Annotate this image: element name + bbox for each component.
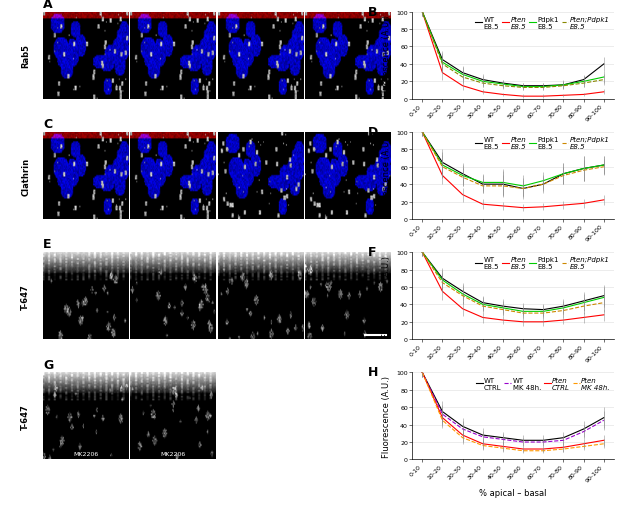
Text: MK2206: MK2206 [160,451,186,456]
Y-axis label: Fluorescence (A.U.): Fluorescence (A.U.) [382,375,391,457]
Legend: WT
E8.5, Pten
E8.5, Pdpk1
E8.5, Pten;Pdpk1
E8.5: WT E8.5, Pten E8.5, Pdpk1 E8.5, Pten;Pdp… [474,16,610,31]
X-axis label: % apical – basal: % apical – basal [479,488,547,497]
Text: B: B [368,6,377,19]
Text: C: C [43,118,52,131]
Text: E: E [43,238,52,251]
Text: A: A [43,0,53,11]
Text: D: D [368,126,378,139]
Text: F: F [368,245,376,259]
Text: G: G [43,358,54,371]
Y-axis label: Fluorescence (A.U.): Fluorescence (A.U.) [382,135,391,217]
Y-axis label: T-647: T-647 [22,283,30,309]
Y-axis label: T-647: T-647 [22,403,30,429]
Text: MK2206: MK2206 [73,451,99,456]
Y-axis label: Fluorescence (A.U.): Fluorescence (A.U.) [382,255,391,337]
Legend: WT
E8.5, Pten
E8.5, Pdpk1
E8.5, Pten;Pdpk1
E8.5: WT E8.5, Pten E8.5, Pdpk1 E8.5, Pten;Pdp… [474,256,610,271]
Y-axis label: Fluorescence (A.U.): Fluorescence (A.U.) [382,15,391,97]
Y-axis label: Clathrin: Clathrin [22,157,30,195]
Legend: WT
CTRL, WT
MK 48h., Pten
CTRL, Pten
MK 48h.: WT CTRL, WT MK 48h., Pten CTRL, Pten MK … [475,376,610,390]
Y-axis label: Rab5: Rab5 [22,44,30,68]
Text: H: H [368,366,378,379]
Legend: WT
E8.5, Pten
E8.5, Pdpk1
E8.5, Pten;Pdpk1
E8.5: WT E8.5, Pten E8.5, Pdpk1 E8.5, Pten;Pdp… [474,136,610,150]
